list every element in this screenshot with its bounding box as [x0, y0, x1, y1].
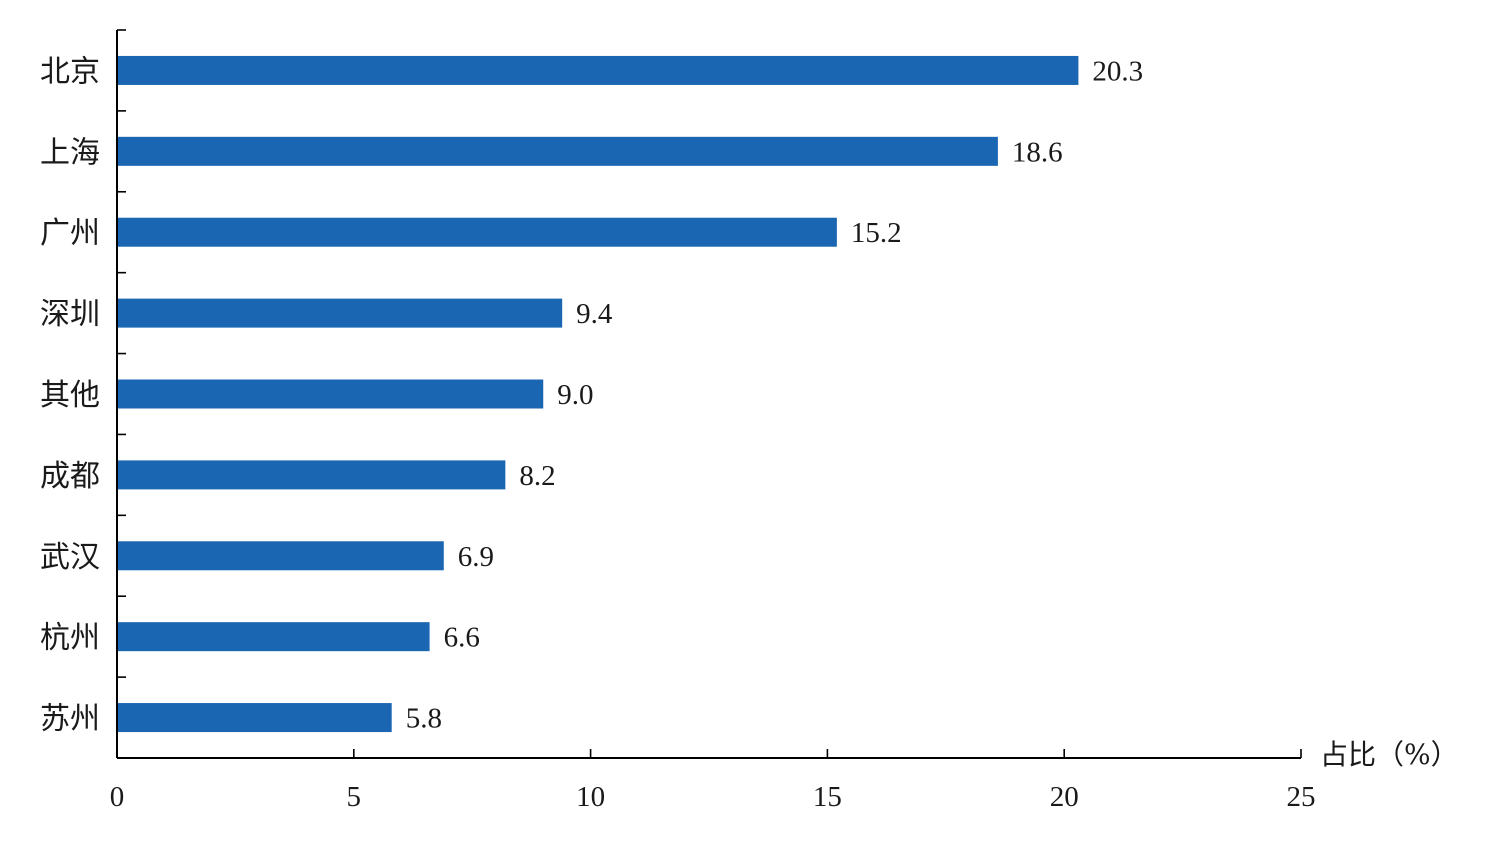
bar-7 [117, 541, 444, 571]
value-label: 20.3 [1092, 55, 1143, 87]
category-label: 武汉 [40, 540, 100, 575]
value-label: 5.8 [406, 703, 442, 735]
value-label: 6.9 [458, 541, 494, 573]
bars-group [117, 55, 1079, 733]
value-label: 9.0 [557, 379, 593, 411]
x-tick-label: 15 [813, 781, 842, 813]
bar-8 [117, 622, 430, 652]
x-axis-ticks: 0 5 10 15 20 25 [110, 749, 1316, 813]
value-label: 6.6 [444, 622, 480, 654]
x-tick-label: 5 [347, 781, 362, 813]
value-labels: 20.3 18.6 15.2 9.4 9.0 8.2 6.9 6.6 5.8 [406, 55, 1143, 734]
category-label: 上海 [40, 135, 100, 170]
value-label: 9.4 [576, 298, 613, 330]
value-label: 8.2 [519, 460, 555, 492]
bar-5 [117, 379, 544, 409]
bar-9 [117, 703, 392, 733]
value-label: 15.2 [851, 217, 902, 249]
category-label: 成都 [40, 459, 100, 494]
bar-2 [117, 136, 998, 166]
category-label: 广州 [40, 216, 100, 251]
category-label: 北京 [40, 54, 100, 89]
bar-4 [117, 298, 563, 328]
y-axis-ticks [117, 29, 126, 759]
value-label: 18.6 [1012, 136, 1063, 168]
x-tick-label: 0 [110, 781, 125, 813]
category-label: 其他 [40, 378, 100, 413]
x-tick-label: 20 [1050, 781, 1079, 813]
x-axis-title: 占比（%） [1320, 738, 1459, 771]
x-tick-label: 25 [1287, 781, 1316, 813]
category-label: 深圳 [40, 297, 100, 332]
bar-6 [117, 460, 506, 490]
bar-1 [117, 55, 1079, 85]
category-label: 杭州 [40, 621, 100, 656]
category-label: 苏州 [40, 702, 100, 737]
bar-3 [117, 217, 837, 247]
x-tick-label: 10 [576, 781, 605, 813]
